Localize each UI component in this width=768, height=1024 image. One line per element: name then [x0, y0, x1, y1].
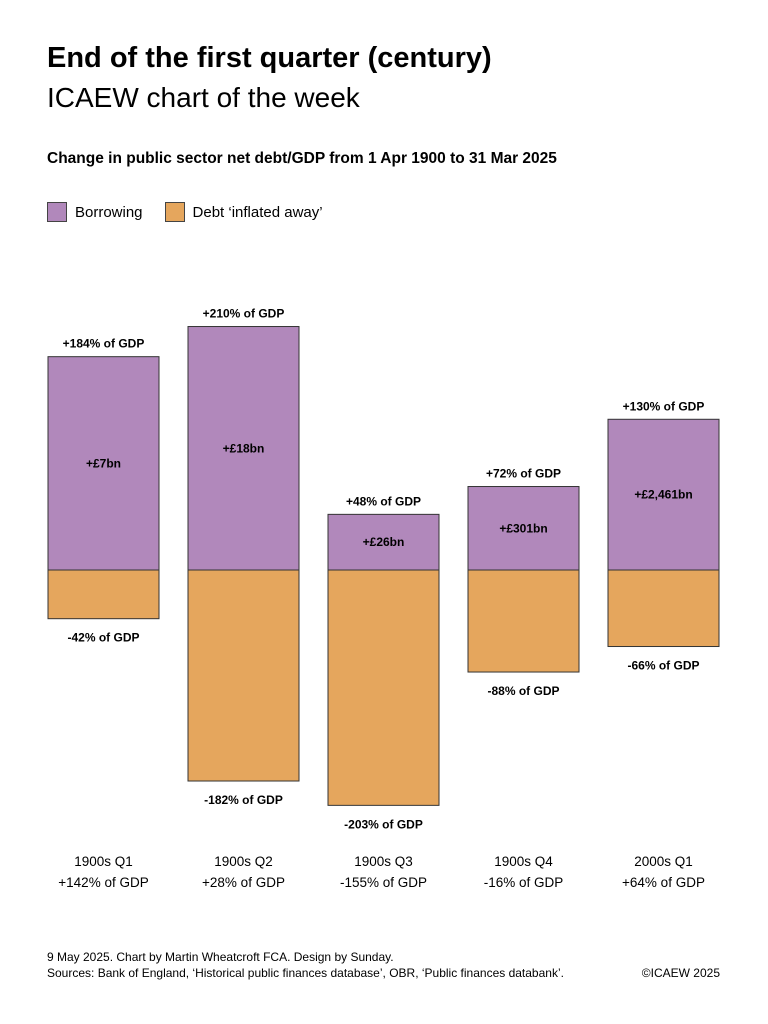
category-label-2: 1900s Q2 — [214, 854, 273, 869]
net-change-label-2: +28% of GDP — [202, 875, 285, 890]
category-label-3: 1900s Q3 — [354, 854, 413, 869]
chart-description: Change in public sector net debt/GDP fro… — [47, 150, 557, 167]
label-borrowing-amount-1: +£7bn — [86, 456, 121, 470]
label-inflated-away-3: -203% of GDP — [344, 817, 423, 831]
bar-borrowing-2 — [187, 326, 300, 571]
label-inflated-away-1: -42% of GDP — [67, 631, 139, 645]
bar-inflated-away-5 — [607, 569, 720, 648]
label-borrowing-amount-4: +£301bn — [499, 521, 547, 535]
label-borrowing-amount-2: +£18bn — [223, 441, 265, 455]
legend-label-borrowing: Borrowing — [75, 203, 143, 221]
legend: Borrowing Debt ‘inflated away’ — [47, 201, 345, 223]
legend-label-inflated-away: Debt ‘inflated away’ — [192, 203, 323, 221]
net-change-label-5: +64% of GDP — [622, 875, 705, 890]
footer-sources: Sources: Bank of England, ‘Historical pu… — [47, 966, 564, 980]
net-change-label-4: -16% of GDP — [484, 875, 564, 890]
net-change-label-3: -155% of GDP — [340, 875, 427, 890]
bar-inflated-away-1 — [47, 569, 160, 620]
label-inflated-away-2: -182% of GDP — [204, 793, 283, 807]
legend-swatch-borrowing — [47, 202, 67, 222]
label-borrowing-3: +48% of GDP — [346, 494, 421, 508]
footer-copyright: ©ICAEW 2025 — [641, 966, 720, 980]
bar-inflated-away-3 — [327, 569, 440, 806]
category-label-4: 1900s Q4 — [494, 854, 553, 869]
label-borrowing-amount-3: +£26bn — [363, 535, 405, 549]
label-borrowing-2: +210% of GDP — [203, 307, 285, 321]
footer-credits: 9 May 2025. Chart by Martin Wheatcroft F… — [47, 949, 564, 981]
net-change-label-1: +142% of GDP — [58, 875, 148, 890]
bar-inflated-away-4 — [467, 569, 580, 673]
bar-inflated-away-2 — [187, 569, 300, 782]
legend-swatch-inflated-away — [164, 202, 185, 222]
bar-borrowing-5 — [607, 418, 720, 571]
label-inflated-away-4: -88% of GDP — [487, 684, 559, 698]
label-borrowing-4: +72% of GDP — [486, 467, 561, 481]
label-inflated-away-5: -66% of GDP — [627, 659, 699, 673]
chart-subtitle: ICAEW chart of the week — [47, 82, 360, 113]
footer-date-credit: 9 May 2025. Chart by Martin Wheatcroft F… — [47, 950, 394, 964]
label-borrowing-amount-5: +£2,461bn — [634, 488, 692, 502]
category-label-5: 2000s Q1 — [634, 854, 693, 869]
label-borrowing-5: +130% of GDP — [623, 399, 705, 413]
bar-borrowing-1 — [47, 356, 160, 571]
bar-borrowing-3 — [327, 513, 440, 571]
label-borrowing-1: +184% of GDP — [63, 337, 145, 351]
chart-title: End of the first quarter (century) — [47, 42, 492, 74]
bar-borrowing-4 — [467, 486, 580, 571]
legend-item-inflated-away: Debt ‘inflated away’ — [164, 202, 323, 222]
legend-item-borrowing: Borrowing — [47, 202, 143, 222]
category-label-1: 1900s Q1 — [74, 854, 133, 869]
